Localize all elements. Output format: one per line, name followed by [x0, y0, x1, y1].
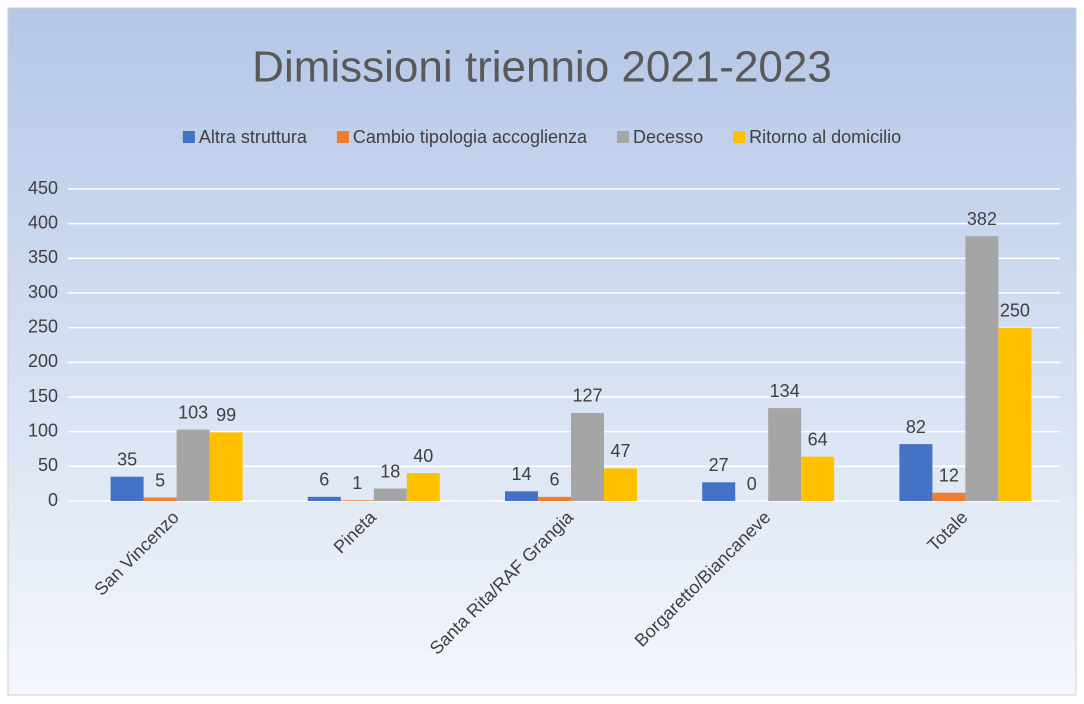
data-label: 127	[572, 386, 602, 406]
data-label: 6	[319, 470, 329, 490]
y-tick-label: 200	[28, 351, 58, 371]
data-label: 103	[178, 402, 208, 422]
y-tick-label: 250	[28, 316, 58, 336]
bar	[176, 429, 210, 501]
bar	[801, 456, 835, 501]
legend-label: Cambio tipologia accoglienza	[353, 127, 588, 147]
y-tick-label: 100	[28, 420, 58, 440]
y-tick-label: 150	[28, 386, 58, 406]
y-tick-label: 350	[28, 247, 58, 267]
legend-swatch	[336, 131, 349, 143]
y-tick-label: 300	[28, 282, 58, 302]
chart-background	[7, 7, 1077, 696]
data-label: 18	[380, 461, 400, 481]
data-label: 1	[352, 473, 362, 493]
legend-swatch	[182, 131, 195, 143]
bar	[110, 476, 144, 501]
data-label: 250	[1000, 300, 1030, 320]
bar	[209, 432, 243, 501]
bar	[505, 491, 538, 501]
legend-label: Decesso	[633, 127, 703, 147]
data-label: 134	[770, 381, 800, 401]
y-tick-label: 50	[38, 455, 58, 475]
data-label: 35	[117, 449, 137, 469]
bar	[373, 488, 407, 501]
bar	[143, 497, 177, 501]
bar	[768, 408, 802, 501]
legend-swatch	[617, 131, 630, 143]
bar	[406, 473, 440, 501]
y-tick-label: 450	[28, 178, 58, 198]
data-label: 27	[709, 455, 729, 475]
data-label: 5	[155, 470, 165, 490]
bar	[965, 236, 999, 501]
data-label: 47	[610, 441, 630, 461]
bar	[899, 444, 933, 501]
legend-swatch	[733, 131, 746, 143]
bar	[604, 468, 637, 501]
bar	[571, 412, 604, 501]
data-label: 64	[808, 429, 828, 449]
legend-label: Ritorno al domicilio	[749, 127, 901, 147]
y-tick-label: 0	[48, 490, 58, 510]
bar	[307, 496, 341, 501]
data-label: 82	[906, 417, 926, 437]
legend-label: Altra struttura	[199, 127, 308, 147]
bar	[538, 496, 571, 501]
data-label: 99	[216, 405, 236, 425]
bar	[998, 327, 1032, 501]
data-label: 382	[967, 209, 997, 229]
data-label: 14	[511, 464, 531, 484]
bar	[702, 482, 736, 501]
bar	[340, 500, 374, 501]
data-label: 40	[413, 446, 433, 466]
data-label: 0	[747, 474, 757, 494]
y-tick-label: 400	[28, 212, 58, 232]
data-label: 6	[549, 470, 559, 490]
bar	[932, 492, 966, 501]
chart-title: Dimissioni triennio 2021-2023	[252, 43, 832, 92]
data-label: 12	[939, 465, 959, 485]
